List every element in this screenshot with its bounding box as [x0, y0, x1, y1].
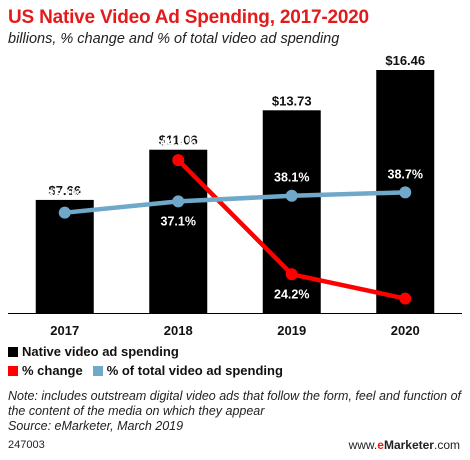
legend-swatch-share: [92, 365, 103, 376]
legend-label-bars: Native video ad spending: [22, 344, 179, 359]
bar-2018: [149, 149, 208, 313]
series-0-point-2019: [285, 268, 298, 281]
series-1-label-2020: 38.7%: [388, 167, 423, 181]
legend-item-change: % change: [8, 363, 83, 378]
bar-value-label-2017: $7.66: [48, 183, 81, 198]
bar-value-label-2019: $13.73: [272, 93, 312, 108]
series-line-1: [62, 190, 408, 215]
footnote: Note: includes outstream digital video a…: [8, 389, 463, 434]
series-1-label-2018: 37.1%: [161, 214, 196, 228]
series-1-label-2017: 35.1%: [47, 188, 82, 202]
x-tick-label-2017: 2017: [50, 323, 79, 338]
legend-item-share: % of total video ad spending: [92, 363, 283, 378]
legend-label-change: % change: [22, 363, 83, 378]
legend-swatch-bars: [8, 346, 18, 357]
footnote-note: Note: includes outstream digital video a…: [8, 389, 462, 418]
legend-row-1: Native video ad spending: [8, 342, 293, 361]
series-0-label-2018: 44.4%: [161, 135, 196, 149]
chart-title: US Native Video Ad Spending, 2017-2020: [8, 7, 369, 28]
x-tick-label-2018: 2018: [164, 323, 193, 338]
series-0-label-2019: 24.2%: [274, 287, 309, 301]
legend-swatch-change: [8, 365, 18, 376]
logo-suffix: .com: [433, 438, 460, 452]
series-1-point-2018: [172, 195, 185, 208]
legend-row-2: % change % of total video ad spending: [8, 361, 293, 380]
chart-subtitle: billions, % change and % of total video …: [8, 31, 340, 47]
series-0-point-2018: [172, 154, 185, 167]
footnote-source: Source: eMarketer, March 2019: [8, 419, 184, 433]
series-1-point-2017: [58, 206, 71, 219]
bar-2019: [262, 110, 321, 313]
bar-value-label-2020: $16.46: [385, 53, 425, 68]
chart-id: 247003: [8, 439, 45, 451]
series-1-point-2019: [285, 189, 298, 202]
series-1-label-2019: 38.1%: [274, 171, 309, 185]
legend-item-bars: Native video ad spending: [8, 344, 179, 359]
logo-e: e: [377, 438, 384, 452]
emarketer-logo[interactable]: www.eMarketer.com: [349, 438, 460, 452]
legend: Native video ad spending % change % of t…: [8, 342, 293, 380]
x-tick-label-2020: 2020: [391, 323, 420, 338]
series-1-point-2020: [399, 186, 412, 199]
series-0-point-2020: [399, 292, 412, 305]
x-tick-label-2019: 2019: [277, 323, 306, 338]
bar-2017: [35, 199, 94, 313]
logo-prefix: www.: [348, 438, 378, 452]
legend-label-share: % of total video ad spending: [106, 363, 283, 378]
logo-brand: Marketer: [383, 438, 434, 452]
bar-value-label-2018: $11.06: [159, 133, 198, 148]
series-0-label-2020: 19.9%: [388, 314, 423, 328]
